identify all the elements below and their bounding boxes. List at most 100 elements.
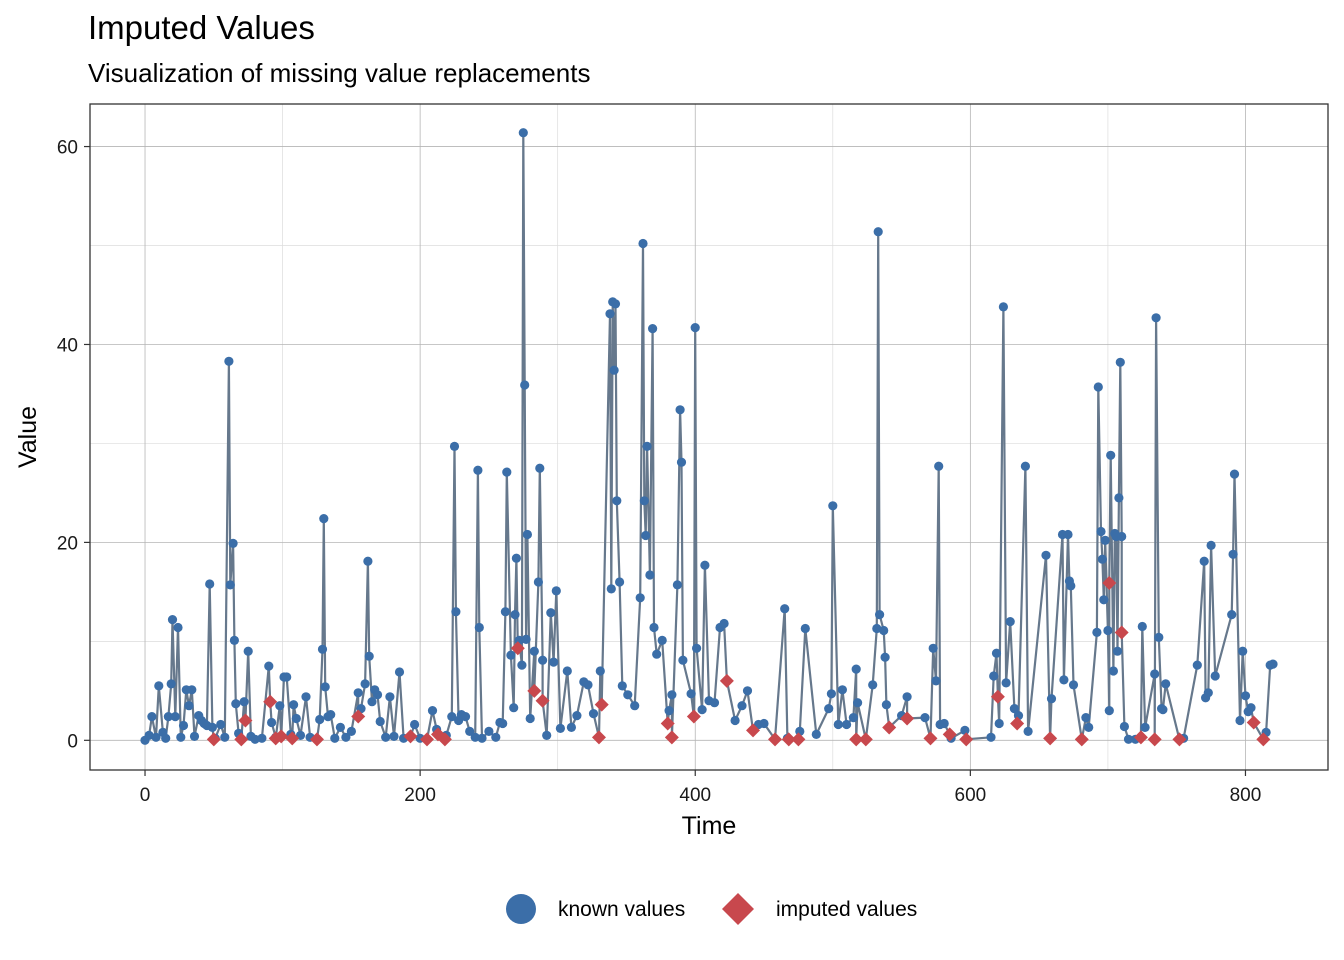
imputed-value-point: [990, 689, 1005, 704]
known-value-point: [394, 667, 405, 677]
known-value-point: [645, 570, 655, 580]
imputed-value-point: [1246, 715, 1261, 730]
known-value-point: [583, 680, 593, 690]
imputed-value-point: [510, 641, 525, 656]
known-value-point: [1151, 313, 1161, 323]
known-value-point: [824, 704, 834, 714]
known-value-point: [1009, 704, 1020, 714]
known-value-point: [301, 692, 311, 702]
known-value-point: [649, 622, 659, 633]
known-value-point: [451, 607, 461, 617]
known-value-point: [549, 657, 559, 667]
known-value-point: [1081, 713, 1091, 723]
known-value-point: [317, 644, 328, 654]
known-value-point: [427, 706, 438, 716]
known-value-point: [872, 623, 882, 634]
known-value-point: [730, 715, 740, 726]
x-tick-label: 800: [1230, 785, 1262, 806]
known-value-point: [759, 718, 769, 729]
legend-item-imputed: imputed values: [722, 893, 917, 925]
known-value-point: [161, 733, 171, 743]
known-value-point: [1059, 675, 1069, 685]
known-value-point: [473, 465, 483, 475]
known-value-point: [522, 529, 533, 540]
known-value-point: [609, 365, 619, 375]
imputed-value-point: [591, 730, 606, 745]
known-value-point: [320, 682, 330, 692]
known-value-point: [1063, 529, 1073, 540]
known-value-point: [319, 514, 329, 524]
known-value-point: [642, 441, 652, 451]
known-value-point: [1108, 666, 1118, 676]
known-value-point: [510, 610, 520, 620]
chart-title: Imputed Values: [88, 9, 315, 46]
known-value-point: [1112, 646, 1123, 656]
legend-imputed-label: imputed values: [776, 898, 917, 921]
y-axis-title: Value: [14, 406, 42, 468]
y-tick-label: 0: [67, 731, 78, 752]
known-value-point: [1023, 726, 1033, 737]
known-value-point: [224, 356, 234, 366]
known-value-point: [267, 717, 277, 728]
known-value-point: [780, 604, 790, 614]
known-value-point: [498, 718, 508, 729]
series-layer: [140, 128, 1278, 747]
known-value-point: [385, 692, 395, 702]
imputed-value-point: [746, 723, 761, 738]
known-value-point: [151, 732, 161, 742]
known-value-point: [216, 719, 226, 730]
known-value-point: [555, 723, 566, 734]
known-value-point: [875, 610, 885, 620]
known-value-point: [1041, 550, 1051, 560]
known-value-point: [460, 712, 471, 722]
known-value-point: [675, 405, 685, 415]
imputed-value-point: [768, 732, 783, 747]
known-value-point: [381, 732, 391, 742]
known-value-point: [610, 299, 621, 309]
y-tick-label: 60: [57, 138, 78, 159]
known-value-point: [1066, 581, 1076, 591]
known-value-point: [484, 726, 494, 737]
known-value-point: [588, 709, 599, 719]
imputed-value-point: [238, 713, 253, 728]
known-value-point: [641, 530, 651, 541]
known-value-point: [1238, 646, 1248, 656]
known-value-point: [225, 580, 235, 590]
known-value-point: [566, 722, 577, 733]
known-value-point: [229, 635, 239, 646]
known-value-point: [1199, 556, 1209, 566]
known-value-point: [617, 681, 627, 691]
known-value-point: [562, 666, 572, 676]
known-value-point: [167, 615, 178, 625]
known-value-point: [928, 643, 938, 653]
known-value-point: [184, 701, 194, 711]
known-value-point: [1100, 535, 1110, 546]
known-value-point: [667, 690, 677, 700]
known-value-point: [826, 689, 837, 699]
known-value-point: [154, 681, 164, 691]
known-value-point: [1150, 669, 1160, 679]
legend-known-swatch: [506, 894, 536, 924]
imputed-value-point: [781, 732, 796, 747]
known-value-point: [572, 711, 582, 721]
known-value-point: [1268, 659, 1278, 669]
y-tick-label: 20: [57, 533, 78, 554]
known-value-point: [737, 701, 747, 711]
known-value-point: [842, 719, 852, 730]
known-value-point: [1103, 625, 1113, 636]
known-value-point: [1123, 734, 1134, 744]
imputed-value-point: [527, 683, 542, 698]
known-value-point: [1140, 722, 1150, 733]
known-value-point: [998, 302, 1009, 312]
known-value-point: [178, 720, 189, 731]
known-value-point: [994, 718, 1004, 729]
series-line: [144, 131, 1274, 742]
known-value-point: [509, 703, 519, 713]
imputed-value-point: [1043, 731, 1058, 746]
known-value-point: [353, 688, 363, 698]
known-value-point: [243, 646, 253, 656]
known-value-point: [615, 577, 625, 587]
imputed-value-point: [1172, 732, 1187, 747]
known-value-point: [363, 556, 373, 566]
known-value-point: [1235, 715, 1245, 726]
